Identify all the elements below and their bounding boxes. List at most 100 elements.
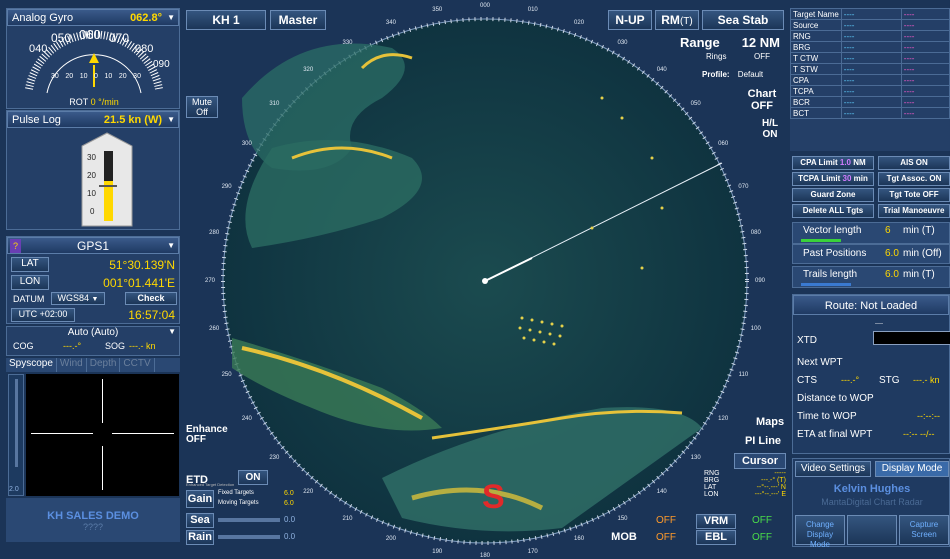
log-header[interactable]: Pulse Log 21.5 kn (W) ▼ (7, 111, 179, 128)
cpa-limit-button[interactable]: CPA Limit 1.0 NM (792, 156, 874, 170)
vector-length-slider[interactable] (801, 239, 841, 242)
profile-readout[interactable]: Profile: Default (702, 70, 784, 84)
kh1-button[interactable]: KH 1 (186, 10, 266, 30)
gps-header[interactable]: ? GPS1 ▼ (7, 237, 179, 254)
lat-value: 51°30.139'N (109, 258, 175, 272)
tgt-assoc-button[interactable]: Tgt Assoc. ON (878, 172, 950, 186)
ais-button[interactable]: AIS ON (878, 156, 950, 170)
trails-length-unit: min (T) (903, 269, 935, 280)
cursor-val: ----- (774, 470, 786, 477)
gain-control[interactable]: Gain Fixed Targets 6.0 Moving Targets 6.… (186, 490, 300, 510)
tab-depth[interactable]: Depth (87, 358, 121, 372)
cts-label: CTS (797, 375, 817, 386)
eta-final-value: --:-- --/-- (903, 429, 935, 439)
rot-tick: 10 (79, 73, 88, 80)
vrm-button[interactable]: VRM (696, 514, 736, 529)
relative-motion-button[interactable]: RM(T) (655, 10, 699, 30)
capture-screen-button[interactable]: Capture Screen (899, 515, 949, 545)
gyro-tick-080: 080 (135, 43, 154, 55)
utc-offset-button[interactable]: UTC +02:00 (11, 308, 75, 322)
vector-length-control[interactable]: Vector length 6 min (T) (792, 222, 950, 244)
fixed-targets-label: Fixed Targets (218, 490, 254, 496)
target-field-label: BCT (790, 107, 842, 119)
route-title: Route: Not Loaded (793, 295, 949, 315)
lon-button[interactable]: LON (11, 275, 49, 290)
radar-ppi[interactable]: S (182, 8, 787, 547)
rain-label[interactable]: Rain (186, 530, 214, 545)
mob-button[interactable]: MOB (604, 530, 644, 546)
datum-select[interactable]: WGS84 ▼ (51, 292, 105, 305)
route-panel: Route: Not Loaded XTD ---- Next WPT CTS … (792, 294, 950, 454)
past-positions-control[interactable]: Past Positions 6.0 min (Off) (792, 244, 950, 264)
check-button[interactable]: Check (125, 292, 177, 305)
lat-button[interactable]: LAT (11, 257, 49, 272)
target-row: T STW ---- ---- (790, 63, 950, 75)
north-up-button[interactable]: N-UP (608, 10, 652, 30)
ebl-button[interactable]: EBL (696, 530, 736, 545)
cursor-button[interactable]: Cursor (734, 453, 786, 469)
enhance-button[interactable]: Enhance OFF (186, 425, 232, 447)
gain-label[interactable]: Gain (186, 490, 214, 508)
vector-length-label: Vector length (803, 225, 862, 236)
cursor-row: LAT --°--.---' N (704, 484, 786, 491)
trails-length-slider[interactable] (801, 283, 851, 286)
chevron-down-icon[interactable]: ▼ (167, 241, 175, 250)
auto-header[interactable]: Auto (Auto) ▼ (7, 327, 179, 341)
help-icon[interactable]: ? (10, 239, 22, 253)
maps-button[interactable]: Maps (754, 415, 786, 431)
ebl-state: OFF (752, 532, 772, 543)
etd-value[interactable]: ON (238, 470, 268, 485)
bearing-label: 350 (432, 7, 443, 14)
cursor-readout: RNG ----- BRG ---.-° (T) LAT --°--.---' N L… (704, 470, 786, 514)
target-field-value: ---- (900, 8, 950, 20)
target-field-value: ---- (840, 52, 902, 64)
etd-control[interactable]: ETD Enhanced Target Detection ON (186, 470, 270, 488)
chart-value: OFF (751, 100, 773, 112)
master-button[interactable]: Master (270, 10, 326, 30)
bearing-label: 090 (754, 278, 766, 284)
video-panel: Video Settings Display Mode Kelvin Hughe… (792, 458, 950, 549)
rot-value: 0 °/min (90, 97, 119, 107)
rain-slider[interactable] (218, 535, 280, 539)
change-display-mode-button[interactable]: Change Display Mode (795, 515, 845, 549)
chevron-down-icon[interactable]: ▼ (168, 327, 176, 336)
display-mode-tab[interactable]: Display Mode (875, 461, 949, 477)
target-row: T CTW ---- ---- (790, 52, 950, 64)
chevron-down-icon[interactable]: ▼ (167, 115, 175, 124)
trial-manoeuvre-button[interactable]: Trial Manoeuvre (878, 204, 950, 218)
sea-stab-button[interactable]: Sea Stab (702, 10, 784, 30)
tab-cctv[interactable]: CCTV (120, 358, 155, 372)
video-settings-tab[interactable]: Video Settings (795, 461, 871, 477)
bearing-label: 300 (241, 140, 252, 147)
gyro-panel: Analog Gyro 062.8° ▼ 040 050 060 070 080… (6, 8, 180, 109)
tgt-tote-button[interactable]: Tgt Tote OFF (878, 188, 950, 202)
tcpa-limit-button[interactable]: TCPA Limit 30 min (792, 172, 874, 186)
slider-track (15, 379, 18, 467)
trails-length-control[interactable]: Trails length 6.0 min (T) (792, 266, 950, 288)
chart-toggle-button[interactable]: Chart OFF (740, 88, 784, 114)
sea-control[interactable]: Sea 0.0 (186, 513, 300, 528)
pi-line-button[interactable]: PI Line (740, 434, 786, 450)
blank-button[interactable] (847, 515, 897, 545)
rings-label: Rings (706, 52, 727, 61)
range-readout[interactable]: Range 12 NM Rings OFF (672, 35, 784, 67)
sea-label[interactable]: Sea (186, 513, 214, 528)
own-ship-symbol: S (482, 478, 505, 516)
sea-slider[interactable] (218, 518, 280, 522)
hl-toggle-button[interactable]: H/L ON (756, 118, 784, 142)
chevron-down-icon[interactable]: ▼ (167, 13, 175, 22)
delete-all-targets-button[interactable]: Delete ALL Tgts (792, 204, 874, 218)
tab-wind[interactable]: Wind (57, 358, 87, 372)
rain-control[interactable]: Rain 0.0 (186, 530, 300, 545)
rot-tick: 30 (51, 73, 59, 80)
cursor-val: --°--.---' N (756, 484, 786, 491)
cpa-limit-label: CPA Limit (800, 158, 838, 167)
gyro-header[interactable]: Analog Gyro 062.8° ▼ (7, 9, 179, 26)
spyscope-slider[interactable]: 2.0 (8, 374, 24, 496)
target-field-value: ---- (900, 107, 950, 119)
guard-zone-button[interactable]: Guard Zone (792, 188, 874, 202)
mute-button[interactable]: Mute Off (186, 96, 218, 118)
capture-line2: Screen (911, 530, 937, 539)
target-data-table: Target Name ---- ---- Source ---- ---- RNG ----… (790, 8, 950, 119)
tab-spyscope[interactable]: Spyscope (6, 358, 57, 372)
